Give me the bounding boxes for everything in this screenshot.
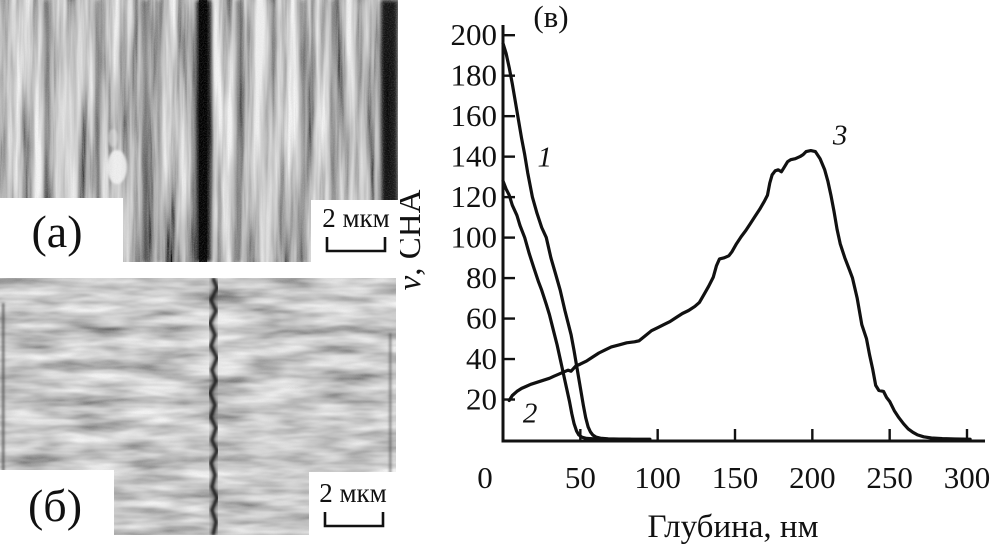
x-tick-label-300: 300 [944,460,990,495]
x-tick-label-0: 0 [477,460,493,495]
curve-2 [501,179,632,441]
profile-chart: 0 50 100 150 200 250 300 20 40 60 80 100 120 140 160 18… [400,0,990,545]
panel-a-scale-bracket [325,237,387,253]
y-tick-label-200: 200 [451,17,498,52]
chart-axes [501,25,985,443]
y-tick-label-100: 100 [451,220,498,255]
y-tick-label-120: 120 [451,179,498,214]
y-tick-label-160: 160 [451,98,498,133]
x-tick-label-150: 150 [712,460,759,495]
panel-a-label-box: (а) [0,198,123,262]
x-tick-label-50: 50 [565,460,596,495]
panel-a-scale-label: 2 мкм [322,203,390,233]
panel-b-scale-label: 2 мкм [319,478,387,508]
curve-label-1: 1 [538,142,553,174]
sem-b-seam [208,278,219,535]
panel-b-scale-bracket [323,512,385,528]
y-axis-label: ν, СНА [400,189,428,290]
panel-b-label-box: (б) [0,470,114,535]
x-tick-label-200: 200 [789,460,836,495]
panel-a-label: (а) [31,206,82,257]
y-tick-label-60: 60 [466,301,497,336]
x-axis-label: Глубина, нм [648,509,819,545]
panel-v-label: (в) [533,0,568,34]
sem-image-b: (б) 2 мкм [0,278,396,535]
panel-a-scalebar: 2 мкм [311,200,398,262]
y-tick-label-40: 40 [466,341,497,376]
x-tick-label-250: 250 [866,460,913,495]
panel-b-label: (б) [28,480,82,531]
curve-3 [507,149,972,441]
y-tick-label-140: 140 [451,139,498,174]
curve-1 [501,41,652,441]
y-tick-label-80: 80 [466,260,497,295]
sem-image-a: (а) 2 мкм [0,0,398,262]
y-tick-label-20: 20 [466,382,497,417]
y-tick-label-180: 180 [451,58,498,93]
curve-label-2: 2 [523,398,538,430]
curve-label-3: 3 [832,119,848,151]
x-tick-label-100: 100 [634,460,681,495]
panel-b-scalebar: 2 мкм [309,472,396,535]
